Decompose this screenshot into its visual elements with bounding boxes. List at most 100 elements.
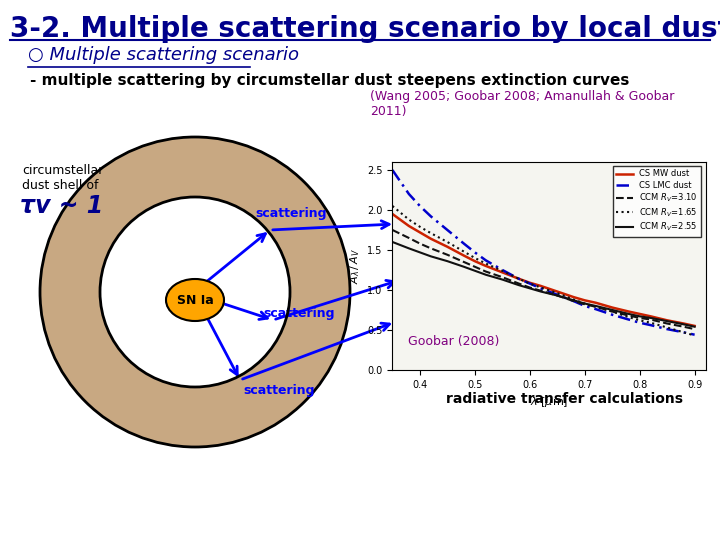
CS LMC dust — [553, 292, 562, 298]
X-axis label: $\lambda$ [$\mu$m]: $\lambda$ [$\mu$m] — [530, 395, 568, 409]
CCM $R_V$=2.55 — [415, 249, 424, 255]
CS LMC dust — [580, 303, 589, 309]
Text: circumstellar
dust shell of: circumstellar dust shell of — [22, 164, 104, 192]
CS MW dust — [635, 310, 644, 317]
Ellipse shape — [166, 279, 224, 321]
CS LMC dust — [663, 326, 672, 332]
CS MW dust — [459, 252, 468, 259]
Text: radiative transfer calculations: radiative transfer calculations — [446, 392, 683, 406]
CS MW dust — [624, 308, 633, 315]
CCM $R_V$=1.65 — [515, 275, 523, 282]
CCM $R_V$=3.10 — [526, 284, 534, 291]
CS MW dust — [470, 258, 479, 265]
CS MW dust — [647, 313, 655, 320]
CCM $R_V$=2.55 — [591, 303, 600, 309]
Circle shape — [40, 137, 350, 447]
CCM $R_V$=1.65 — [536, 284, 545, 291]
CCM $R_V$=3.10 — [580, 301, 589, 308]
CS LMC dust — [515, 275, 523, 282]
CS LMC dust — [443, 227, 451, 233]
Line: CCM $R_V$=3.10: CCM $R_V$=3.10 — [392, 230, 695, 329]
CCM $R_V$=3.10 — [498, 274, 507, 280]
CCM $R_V$=2.55 — [443, 258, 451, 265]
CS MW dust — [405, 222, 413, 229]
CS MW dust — [536, 283, 545, 289]
CCM $R_V$=3.10 — [570, 298, 578, 305]
Line: CS LMC dust: CS LMC dust — [392, 170, 695, 335]
CS MW dust — [515, 275, 523, 282]
CCM $R_V$=2.55 — [580, 300, 589, 307]
CS MW dust — [415, 229, 424, 235]
CCM $R_V$=3.10 — [482, 268, 490, 275]
CCM $R_V$=1.65 — [591, 303, 600, 310]
CCM $R_V$=2.55 — [647, 315, 655, 321]
CCM $R_V$=1.65 — [415, 224, 424, 230]
CCM $R_V$=3.10 — [470, 264, 479, 270]
CCM $R_V$=1.65 — [663, 325, 672, 331]
CCM $R_V$=3.10 — [679, 323, 688, 330]
Text: scattering: scattering — [243, 384, 315, 397]
CS LMC dust — [570, 298, 578, 305]
Text: 3-2. Multiple scattering scenario by local dust: 3-2. Multiple scattering scenario by loc… — [10, 15, 720, 43]
CCM $R_V$=2.55 — [553, 292, 562, 299]
CCM $R_V$=3.10 — [553, 292, 562, 299]
CS LMC dust — [536, 285, 545, 292]
CS LMC dust — [679, 329, 688, 335]
CCM $R_V$=1.65 — [553, 290, 562, 296]
CS LMC dust — [608, 312, 616, 318]
CS LMC dust — [498, 267, 507, 273]
Legend: CS MW dust, CS LMC dust, CCM $R_V$=3.10, CCM $R_V$=1.65, CCM $R_V$=2.55: CS MW dust, CS LMC dust, CCM $R_V$=3.10,… — [613, 166, 701, 237]
CS MW dust — [570, 294, 578, 300]
CCM $R_V$=2.55 — [459, 264, 468, 270]
Text: scattering: scattering — [263, 307, 335, 320]
CS LMC dust — [388, 167, 397, 173]
CCM $R_V$=1.65 — [679, 329, 688, 335]
Line: CCM $R_V$=2.55: CCM $R_V$=2.55 — [392, 242, 695, 327]
Text: Goobar (2008): Goobar (2008) — [408, 335, 500, 348]
CCM $R_V$=3.10 — [647, 316, 655, 323]
CCM $R_V$=3.10 — [443, 252, 451, 258]
CCM $R_V$=3.10 — [388, 227, 397, 233]
CS LMC dust — [591, 306, 600, 312]
CS MW dust — [553, 288, 562, 295]
Text: (Wang 2005; Goobar 2008; Amanullah & Goobar
2011): (Wang 2005; Goobar 2008; Amanullah & Goo… — [370, 90, 675, 118]
CCM $R_V$=2.55 — [679, 321, 688, 328]
Text: τv ~ 1: τv ~ 1 — [20, 194, 103, 218]
CCM $R_V$=3.10 — [608, 308, 616, 315]
CCM $R_V$=2.55 — [515, 282, 523, 288]
CCM $R_V$=1.65 — [608, 308, 616, 315]
CS MW dust — [663, 317, 672, 323]
CCM $R_V$=2.55 — [663, 318, 672, 325]
CS MW dust — [679, 320, 688, 327]
CS MW dust — [482, 263, 490, 269]
CCM $R_V$=1.65 — [647, 320, 655, 326]
CCM $R_V$=1.65 — [570, 296, 578, 303]
Y-axis label: $A_\lambda\,/\,A_V$: $A_\lambda\,/\,A_V$ — [348, 248, 361, 284]
CCM $R_V$=3.10 — [591, 303, 600, 310]
CCM $R_V$=3.10 — [405, 235, 413, 241]
CCM $R_V$=3.10 — [635, 315, 644, 321]
CCM $R_V$=2.55 — [405, 245, 413, 252]
CS LMC dust — [415, 202, 424, 209]
CS MW dust — [388, 211, 397, 217]
Circle shape — [100, 197, 290, 387]
Line: CCM $R_V$=1.65: CCM $R_V$=1.65 — [392, 206, 695, 335]
CCM $R_V$=3.10 — [426, 245, 435, 252]
Text: SN Ia: SN Ia — [176, 294, 213, 307]
CCM $R_V$=2.55 — [608, 307, 616, 313]
CS MW dust — [690, 323, 699, 329]
CCM $R_V$=2.55 — [635, 313, 644, 320]
CS LMC dust — [635, 320, 644, 326]
CS MW dust — [591, 300, 600, 306]
Text: scattering: scattering — [255, 207, 326, 220]
Text: - multiple scattering by circumstellar dust steepens extinction curves: - multiple scattering by circumstellar d… — [30, 73, 629, 88]
CCM $R_V$=2.55 — [470, 267, 479, 274]
CS MW dust — [580, 297, 589, 303]
CS LMC dust — [405, 191, 413, 197]
CCM $R_V$=1.65 — [624, 314, 633, 320]
CCM $R_V$=3.10 — [515, 280, 523, 287]
CCM $R_V$=2.55 — [526, 285, 534, 292]
CS MW dust — [426, 235, 435, 242]
CS LMC dust — [426, 213, 435, 220]
CCM $R_V$=2.55 — [690, 323, 699, 330]
